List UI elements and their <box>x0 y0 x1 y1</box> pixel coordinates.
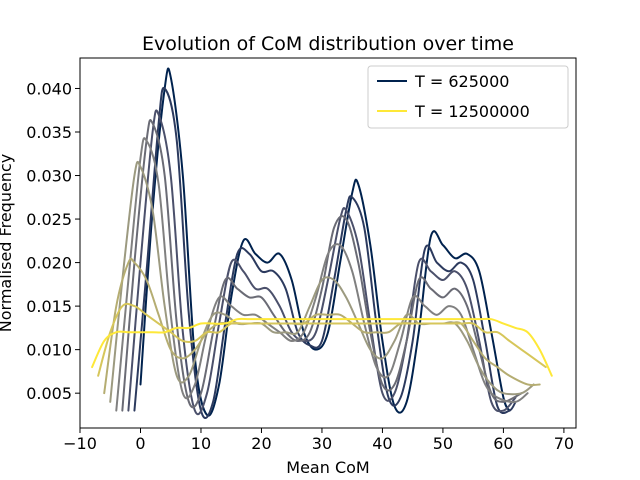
legend-box <box>367 65 569 129</box>
series-lines <box>91 67 553 420</box>
y-tick-label: 0.015 <box>26 297 72 316</box>
x-tick-label: 60 <box>493 434 513 453</box>
y-axis-label: Normalised Frequency <box>0 154 15 332</box>
series-line-3 <box>121 119 523 412</box>
y-tick-label: 0.005 <box>26 384 72 403</box>
x-axis-label: Mean CoM <box>286 458 369 477</box>
x-tick-label: 40 <box>372 434 392 453</box>
plot-frame <box>79 57 577 429</box>
y-tick-label: 0.040 <box>26 79 72 98</box>
y-tick-label: 0.010 <box>26 341 72 360</box>
y-tick-label: 0.030 <box>26 167 72 186</box>
series-line-2 <box>127 109 517 416</box>
series-line-8 <box>91 317 553 377</box>
legend: T = 625000 T = 12500000 <box>367 65 569 129</box>
series-line-7 <box>97 302 547 377</box>
legend-label-1: T = 12500000 <box>414 102 530 121</box>
y-tick-label: 0.035 <box>26 123 72 142</box>
x-tick-label: 0 <box>135 434 145 453</box>
x-tick-label: 50 <box>433 434 453 453</box>
x-axis-ticks: −10 0 10 20 30 40 50 60 70 <box>63 428 574 453</box>
y-tick-label: 0.020 <box>26 254 72 273</box>
chart-title: Evolution of CoM distribution over time <box>142 33 514 55</box>
x-tick-label: 10 <box>191 434 211 453</box>
x-tick-label: 70 <box>554 434 574 453</box>
legend-label-0: T = 625000 <box>414 72 509 91</box>
series-line-1 <box>133 86 517 420</box>
x-tick-label: −10 <box>63 434 97 453</box>
y-axis-ticks: 0.005 0.010 0.015 0.020 0.025 0.030 0.035 0.040 <box>26 79 80 403</box>
y-tick-label: 0.025 <box>26 210 72 229</box>
x-tick-label: 30 <box>312 434 332 453</box>
x-tick-label: 20 <box>251 434 271 453</box>
series-line-0 <box>139 67 511 417</box>
